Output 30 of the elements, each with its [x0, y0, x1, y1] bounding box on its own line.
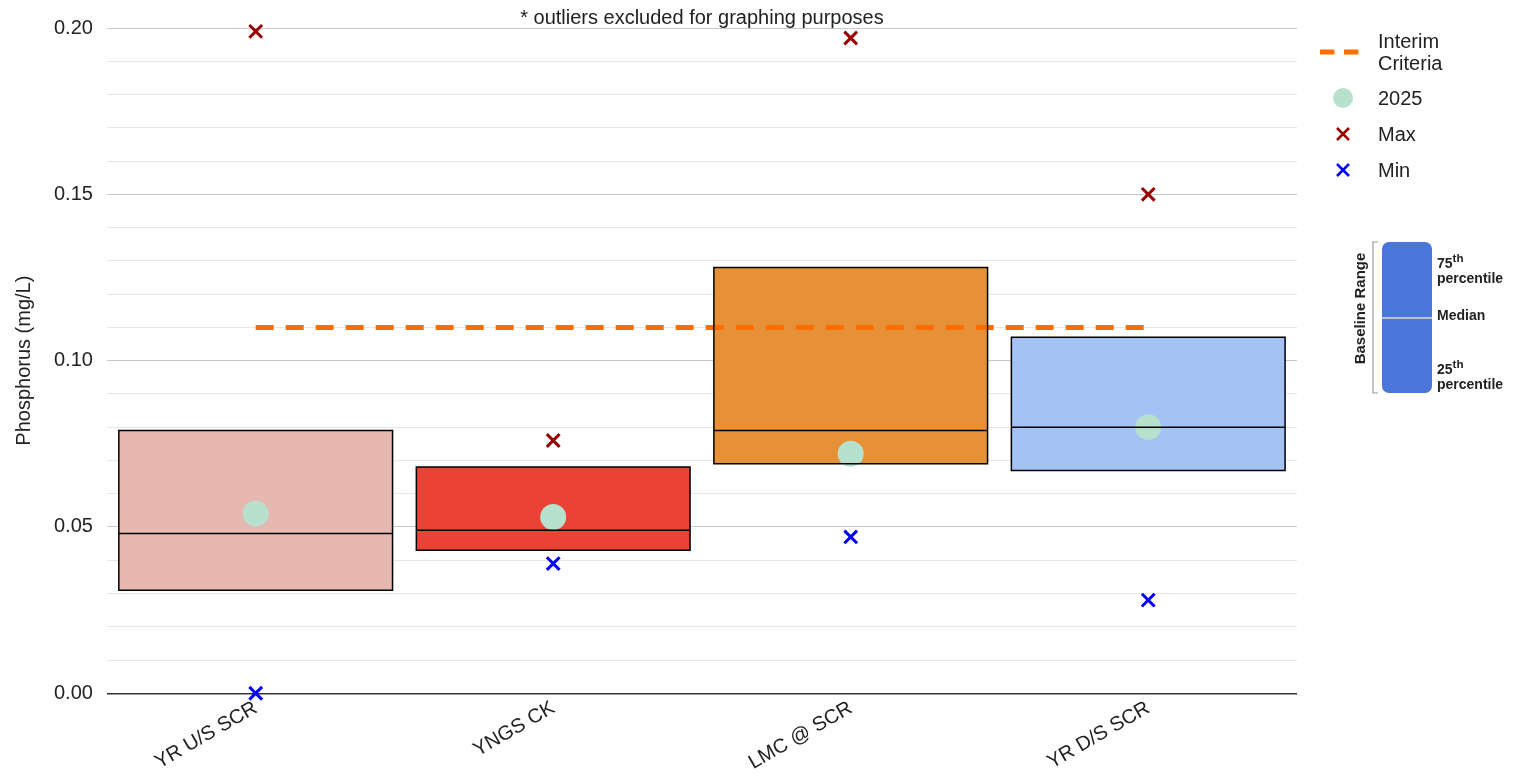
- point: [247, 685, 264, 702]
- point: [842, 30, 859, 46]
- y-tick-label: 0.20: [53, 15, 93, 38]
- text: Median: [1437, 307, 1487, 323]
- y-axis-title: Phosphorus (mg/L): [11, 275, 34, 446]
- point: [1140, 592, 1157, 609]
- legend-label: Max: [1378, 123, 1417, 145]
- text: * outliers excluded for graphing purposes: [520, 5, 884, 28]
- point: [540, 503, 567, 530]
- point: [247, 23, 264, 40]
- point: [545, 555, 562, 572]
- point: [837, 440, 864, 467]
- text: 75$^{th}$ percentile: [1437, 250, 1505, 286]
- text: Baseline Range: [1351, 252, 1369, 365]
- point: [842, 529, 859, 545]
- x-tick-label: YR U/S SCR: [150, 695, 261, 773]
- point: [1140, 186, 1157, 203]
- point: [242, 500, 269, 527]
- legend-label: 2025: [1378, 87, 1424, 109]
- x-tick-label: YR D/S SCR: [1042, 695, 1153, 773]
- point: [1135, 414, 1162, 441]
- x-tick-label: LMC @ SCR: [744, 695, 856, 773]
- text: 25$^{th}$ percentile: [1437, 356, 1505, 392]
- y-tick-label: 0.15: [53, 181, 93, 204]
- y-tick-label: 0.10: [53, 348, 93, 371]
- legend-label: Interim Criteria: [1378, 30, 1444, 74]
- point: [545, 432, 562, 449]
- y-tick-label: 0.00: [53, 680, 93, 703]
- y-tick-label: 0.05: [53, 514, 93, 537]
- legend-label: Min: [1378, 159, 1412, 181]
